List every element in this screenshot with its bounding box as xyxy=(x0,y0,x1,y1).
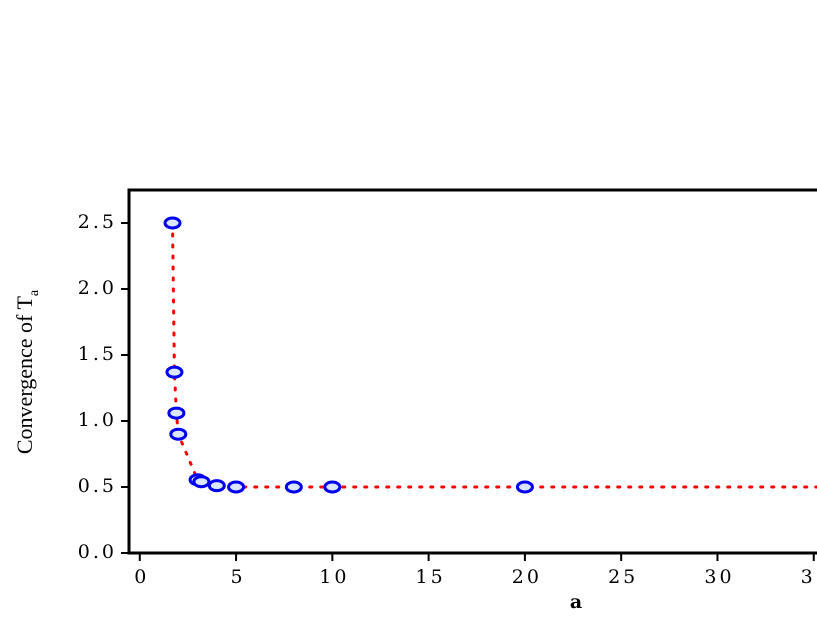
y-tick-label: 2.0 xyxy=(78,277,117,299)
y-tick-label: 0.5 xyxy=(78,475,117,497)
point xyxy=(323,480,342,494)
x-tick-label: 15 xyxy=(416,566,446,588)
x-tick-label: 30 xyxy=(704,566,734,588)
y-tick-label: 0.0 xyxy=(78,541,117,563)
point xyxy=(165,365,184,379)
series-line xyxy=(171,221,817,489)
x-tick-label: 35 xyxy=(801,566,817,588)
point xyxy=(163,216,182,230)
x-tick-label: 25 xyxy=(608,566,638,588)
y-axis-label-main: Convergence of T xyxy=(12,296,37,455)
point xyxy=(207,479,226,493)
y-tick-label: 2.5 xyxy=(78,211,117,233)
x-tick-label: 0 xyxy=(134,566,149,588)
point xyxy=(284,480,303,494)
point xyxy=(227,480,246,494)
y-axis-label-sub: a xyxy=(27,289,42,296)
plot-frame xyxy=(127,188,817,555)
point xyxy=(169,427,188,441)
y-axis-label: Convergence of Ta xyxy=(12,289,42,454)
point xyxy=(167,406,186,420)
x-tick-label: 5 xyxy=(231,566,246,588)
y-tick-label: 1.0 xyxy=(78,409,117,431)
point xyxy=(515,480,534,494)
x-axis-label: a xyxy=(570,591,582,613)
x-tick-label: 20 xyxy=(512,566,542,588)
y-tick-label: 1.5 xyxy=(78,343,117,365)
point xyxy=(192,475,211,489)
x-tick-label: 10 xyxy=(319,566,349,588)
